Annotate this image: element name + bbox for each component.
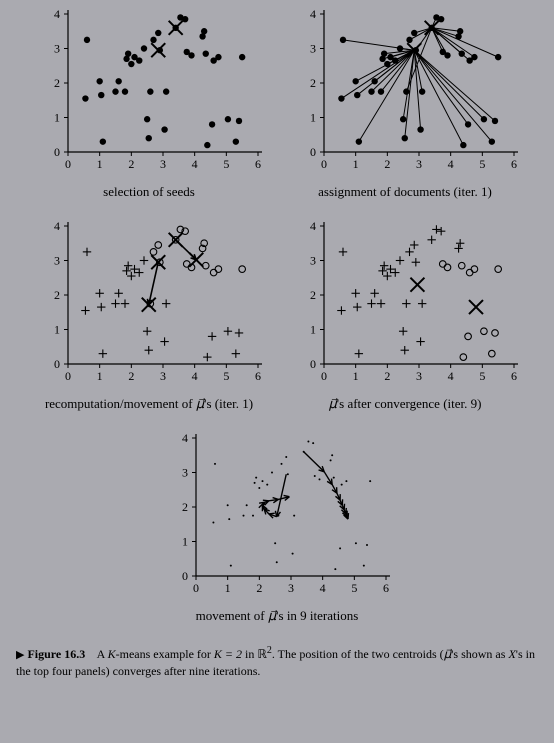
panel-3: 0 1 2 3 4 5 6 0 1 2 3 4 recomputation/movement of μ…	[34, 220, 264, 426]
panel-4-chart: 0 1 2 3 4 5 6 0 1 2 3 4	[290, 220, 520, 390]
svg-text:0: 0	[182, 569, 188, 583]
panel-4: 0 1 2 3 4 5 6 0 1 2 3 4 μ⃗'s after convergence (ite…	[290, 220, 520, 426]
panel-4-label: μ⃗'s after convergence (iter. 9)	[329, 396, 482, 412]
svg-text:4: 4	[192, 369, 198, 383]
svg-text:4: 4	[54, 8, 60, 21]
svg-text:2: 2	[54, 288, 60, 302]
figure-caption: ▶ Figure 16.3 A K-means example for K = …	[16, 644, 538, 679]
svg-text:0: 0	[65, 157, 71, 171]
panel-1-chart: 0 1 2 3 4 5 6 0 1 2 3 4	[34, 8, 264, 178]
panel-2-chart: 0 1 2 3 4 5 6 0 1 2 3 4	[290, 8, 520, 178]
svg-text:0: 0	[193, 581, 199, 595]
svg-text:6: 6	[255, 157, 261, 171]
svg-text:0: 0	[321, 369, 327, 383]
panel-5-chart: 0 1 2 3 4 5 6 0 1 2 3 4	[162, 432, 392, 602]
svg-text:1: 1	[310, 111, 316, 125]
svg-text:5: 5	[479, 369, 485, 383]
svg-text:2: 2	[54, 76, 60, 90]
svg-text:1: 1	[182, 535, 188, 549]
svg-text:3: 3	[160, 157, 166, 171]
svg-text:2: 2	[384, 157, 390, 171]
svg-text:5: 5	[223, 369, 229, 383]
svg-text:4: 4	[182, 432, 188, 445]
panel-2: 0 1 2 3 4 5 6 0 1 2 3 4 assignment of documents (it…	[290, 8, 520, 214]
svg-text:4: 4	[448, 369, 454, 383]
svg-text:1: 1	[353, 369, 359, 383]
svg-text:2: 2	[128, 157, 134, 171]
svg-text:2: 2	[128, 369, 134, 383]
svg-text:6: 6	[255, 369, 261, 383]
panel-3-label: recomputation/movement of μ⃗'s (iter. 1)	[45, 396, 253, 412]
svg-text:3: 3	[54, 42, 60, 56]
svg-text:2: 2	[384, 369, 390, 383]
svg-text:6: 6	[511, 369, 517, 383]
row-1: 012345601234 selection of seeds 01234560…	[8, 8, 546, 214]
svg-text:3: 3	[160, 369, 166, 383]
svg-text:4: 4	[310, 8, 316, 21]
svg-text:3: 3	[54, 254, 60, 268]
svg-text:3: 3	[310, 42, 316, 56]
panel-5: 0 1 2 3 4 5 6 0 1 2 3 4 movement of μ⃗'s in 9 itera…	[162, 432, 392, 638]
svg-text:4: 4	[192, 157, 198, 171]
svg-text:0: 0	[310, 145, 316, 159]
svg-text:0: 0	[65, 369, 71, 383]
panel-2-label: assignment of documents (iter. 1)	[318, 184, 492, 200]
figure-page: 012345601234 selection of seeds 01234560…	[0, 0, 554, 701]
svg-text:3: 3	[416, 369, 422, 383]
svg-text:3: 3	[288, 581, 294, 595]
row-3: 0 1 2 3 4 5 6 0 1 2 3 4 movement of μ⃗'s in 9 itera…	[8, 432, 546, 638]
svg-text:2: 2	[182, 500, 188, 514]
svg-text:4: 4	[448, 157, 454, 171]
svg-text:0: 0	[54, 145, 60, 159]
svg-text:5: 5	[351, 581, 357, 595]
svg-text:1: 1	[310, 323, 316, 337]
svg-text:3: 3	[416, 157, 422, 171]
panel-1-label: selection of seeds	[103, 184, 195, 200]
svg-text:1: 1	[353, 157, 359, 171]
svg-text:2: 2	[310, 288, 316, 302]
panel-5-label: movement of μ⃗'s in 9 iterations	[196, 608, 359, 624]
panel-3-chart: 0 1 2 3 4 5 6 0 1 2 3 4	[34, 220, 264, 390]
svg-text:6: 6	[511, 157, 517, 171]
svg-text:1: 1	[54, 111, 60, 125]
svg-text:3: 3	[182, 466, 188, 480]
svg-text:6: 6	[383, 581, 389, 595]
svg-text:1: 1	[97, 369, 103, 383]
panel-1: 0 1 2 3 4 5 6 0 1 2 3 4 selection of seeds	[34, 8, 264, 214]
svg-text:5: 5	[223, 157, 229, 171]
svg-text:1: 1	[97, 157, 103, 171]
svg-text:2: 2	[310, 76, 316, 90]
svg-text:4: 4	[320, 581, 326, 595]
svg-text:0: 0	[321, 157, 327, 171]
svg-text:4: 4	[54, 220, 60, 233]
svg-text:0: 0	[54, 357, 60, 371]
svg-text:5: 5	[479, 157, 485, 171]
svg-text:1: 1	[225, 581, 231, 595]
svg-text:2: 2	[256, 581, 262, 595]
caption-marker: ▶	[16, 649, 24, 661]
svg-text:3: 3	[310, 254, 316, 268]
svg-text:0: 0	[310, 357, 316, 371]
row-2: 0 1 2 3 4 5 6 0 1 2 3 4 recomputation/movement of μ…	[8, 220, 546, 426]
figure-number: Figure 16.3	[27, 647, 85, 661]
svg-text:4: 4	[310, 220, 316, 233]
svg-text:1: 1	[54, 323, 60, 337]
